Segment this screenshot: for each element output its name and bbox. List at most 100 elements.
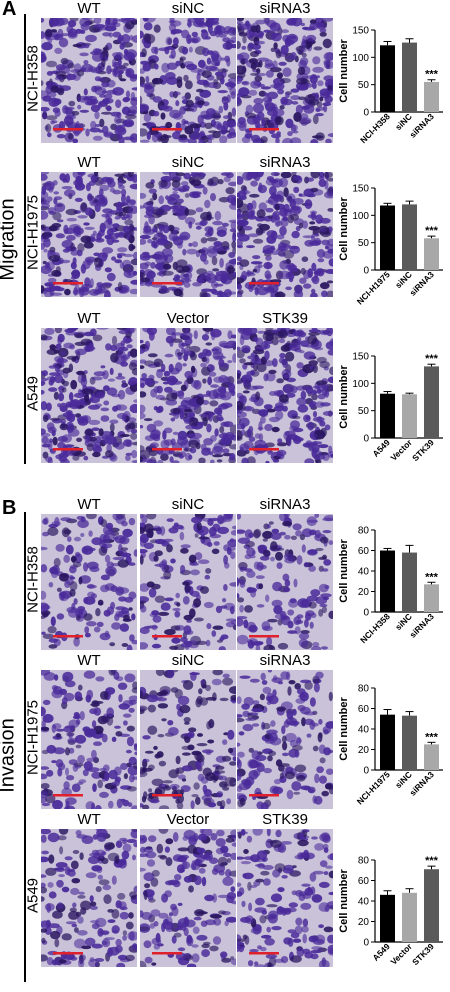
stained-cell [61,527,70,538]
stained-cell [140,910,144,918]
stained-cell [42,713,54,723]
stained-cell [110,352,119,363]
stained-cell [275,551,283,561]
stained-cell [221,755,232,762]
stained-cell [270,541,278,551]
stained-cell [89,895,94,903]
stained-cell [121,194,126,204]
stained-cell [237,514,242,520]
stained-cell [171,637,181,644]
stained-cell [222,598,227,603]
stained-cell [255,897,265,906]
stained-cell [104,842,115,850]
stained-cell [74,197,83,202]
stained-cell [260,870,270,876]
stained-cell [173,288,183,297]
stained-cell [80,263,87,274]
stained-cell [209,945,219,952]
stained-cell [265,255,272,261]
stained-cell [313,454,326,460]
stained-cell [42,633,55,639]
stained-cell [296,555,303,565]
stained-cell [109,187,116,193]
stained-cell [71,923,78,928]
stained-cell [128,205,137,214]
stained-cell [318,881,330,888]
stained-cell [100,365,106,369]
stained-cell [215,71,223,77]
stained-cell [84,207,94,216]
stained-cell [196,754,205,763]
stained-cell [259,555,270,561]
stained-cell [73,392,85,399]
stained-cell [83,88,88,96]
stained-cell [159,855,168,860]
stained-cell [119,290,125,294]
stained-cell [82,726,91,733]
stained-cell [132,251,137,260]
stained-cell [250,62,257,70]
stained-cell [144,956,153,964]
stained-cell [77,930,88,936]
stained-cell [323,847,329,853]
stained-cell [209,364,215,372]
stained-cell [100,415,110,422]
stained-cell [162,430,167,440]
stained-cell [306,34,317,42]
stained-cell [290,955,302,963]
stained-cell [182,596,190,605]
stained-cell [258,433,264,442]
stained-cell [311,275,320,285]
stained-cell [84,226,95,230]
stained-cell [288,264,297,271]
stained-cell [143,229,155,235]
stained-cell [195,796,201,805]
stained-cell [41,210,49,220]
stained-cell [158,195,165,205]
stained-cell [252,349,265,355]
stained-cell [280,217,289,227]
stained-cell [294,764,307,773]
stained-cell [299,57,309,66]
stained-cell [140,537,146,547]
stained-cell [253,964,266,967]
stained-cell [299,832,304,840]
stained-cell [129,199,136,205]
stained-cell [71,555,76,563]
stained-cell [237,349,245,359]
stained-cell [288,599,299,608]
stained-cell [149,799,160,804]
stained-cell [292,435,302,445]
stained-cell [282,384,293,394]
stained-cell [311,645,322,650]
stained-cell [266,692,274,703]
scale-bar [53,635,83,638]
stained-cell [274,115,284,126]
stained-cell [196,396,205,406]
stained-cell [41,766,50,770]
stained-cell [84,937,96,947]
stained-cell [265,594,270,603]
stained-cell [329,853,333,861]
stained-cell [253,238,264,244]
stained-cell [243,380,251,387]
stained-cell [141,834,147,843]
stained-cell [237,41,241,49]
stained-cell [327,934,333,944]
stained-cell [265,207,274,213]
stained-cell [140,271,146,279]
stained-cell [150,262,156,269]
stained-cell [186,22,193,27]
stained-cell [303,562,310,568]
stained-cell [55,33,61,38]
stained-cell [92,783,97,792]
stained-cell [250,180,258,187]
stained-cell [63,554,70,563]
stained-cell [204,919,217,926]
stained-cell [150,583,161,590]
stained-cell [121,850,130,860]
stained-cell [237,882,242,887]
stained-cell [107,919,116,923]
stained-cell [250,72,259,76]
stained-cell [85,128,90,137]
